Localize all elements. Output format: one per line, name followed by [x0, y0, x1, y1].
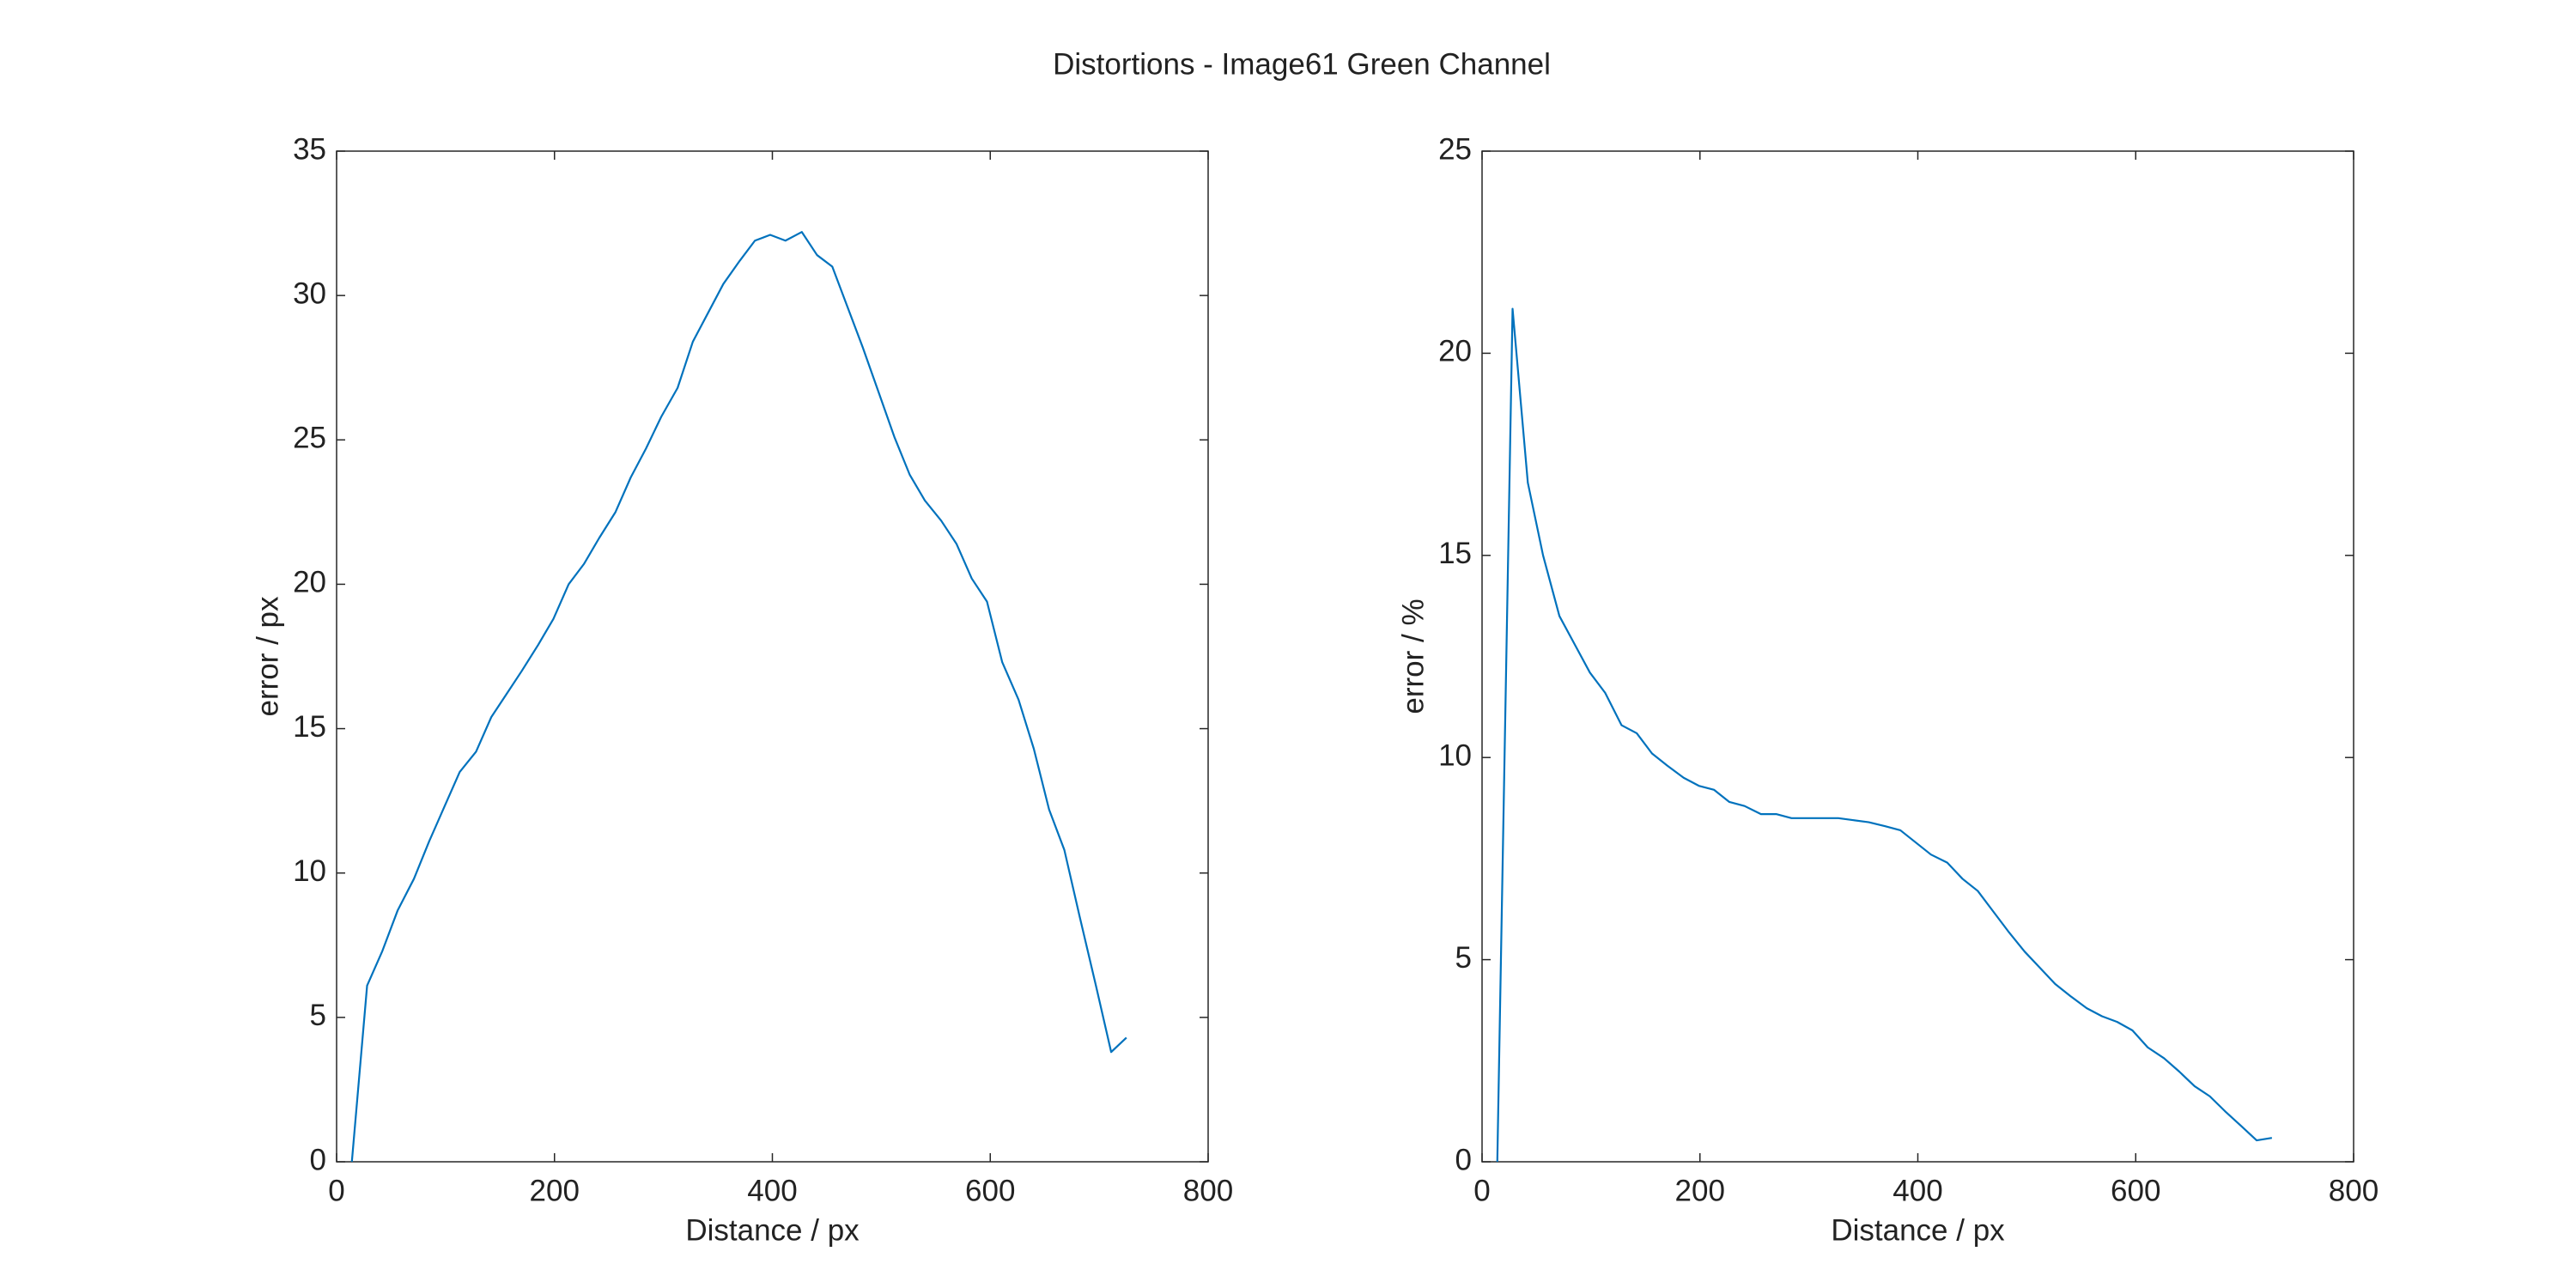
y-axis-label: error / %: [1396, 598, 1430, 714]
y-axis-label: error / px: [251, 596, 284, 717]
y-tick-label: 5: [310, 999, 326, 1032]
x-tick-label: 0: [1473, 1174, 1490, 1207]
y-tick-label: 25: [293, 422, 326, 455]
x-axis-label: Distance / px: [685, 1213, 860, 1247]
y-tick-label: 0: [1455, 1143, 1472, 1176]
axes-frame: [1481, 150, 2354, 1163]
x-tick-label: 200: [1675, 1174, 1725, 1207]
x-tick-label: 0: [328, 1174, 344, 1207]
y-tick-label: 35: [293, 132, 326, 166]
y-tick-label: 10: [1438, 738, 1472, 772]
y-tick-label: 5: [1455, 941, 1472, 975]
y-tick-label: 15: [1438, 537, 1472, 570]
x-tick-label: 200: [530, 1174, 580, 1207]
y-tick-label: 15: [293, 710, 326, 744]
x-tick-label: 600: [2111, 1174, 2160, 1207]
x-axis-label: Distance / px: [1831, 1213, 2005, 1247]
y-tick-label: 30: [293, 276, 326, 310]
x-tick-label: 800: [2329, 1174, 2379, 1207]
x-tick-label: 400: [747, 1174, 797, 1207]
y-tick-label: 10: [293, 854, 326, 888]
axes-frame: [336, 150, 1209, 1163]
y-tick-label: 20: [293, 566, 326, 599]
y-tick-label: 20: [1438, 335, 1472, 368]
x-tick-label: 600: [965, 1174, 1015, 1207]
figure-title: Distortions - Image61 Green Channel: [1053, 47, 1551, 81]
y-tick-label: 0: [310, 1143, 326, 1176]
x-tick-label: 800: [1183, 1174, 1233, 1207]
data-line: [350, 231, 1127, 1163]
y-tick-label: 25: [1438, 132, 1472, 166]
x-tick-label: 400: [1893, 1174, 1942, 1207]
data-line: [1496, 307, 2273, 1163]
